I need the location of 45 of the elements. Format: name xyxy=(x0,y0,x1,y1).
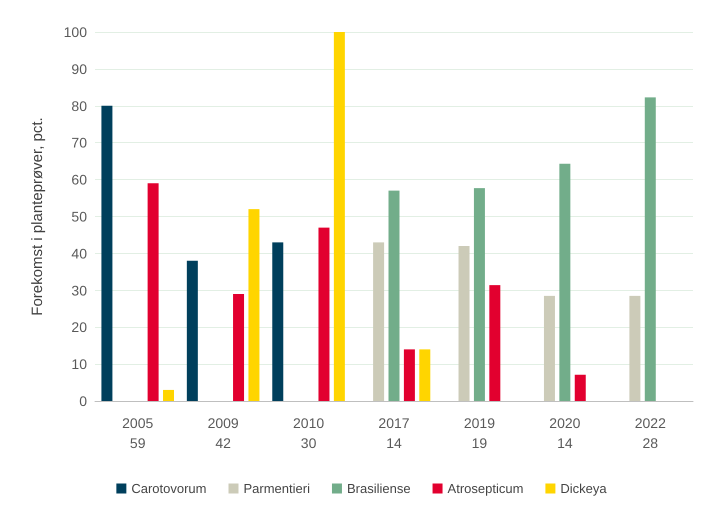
y-tick-label: 60 xyxy=(71,172,88,188)
bar xyxy=(163,390,174,401)
bar xyxy=(318,228,330,401)
legend-label: Dickeya xyxy=(560,481,608,496)
y-tick-label: 10 xyxy=(71,356,88,372)
y-axis-title: Forekomst i planteprøver, pct. xyxy=(29,117,46,316)
legend-label: Parmentieri xyxy=(243,481,310,496)
bar xyxy=(489,285,500,401)
bar xyxy=(458,246,470,401)
bar xyxy=(334,32,345,401)
bar xyxy=(373,242,384,401)
y-tick-label: 90 xyxy=(71,60,88,77)
x-tick-label: 2005 59 xyxy=(122,415,154,451)
bar xyxy=(644,97,656,401)
y-tick-label: 100 xyxy=(64,24,88,40)
bar xyxy=(419,349,430,401)
y-tick-label: 20 xyxy=(71,319,88,336)
x-tick-label: 2020 14 xyxy=(549,415,581,451)
legend-label: Carotovorum xyxy=(131,481,206,496)
x-tick-label: 2017 14 xyxy=(378,415,410,451)
y-tick-label: 80 xyxy=(71,98,88,114)
x-tick-label: 2010 30 xyxy=(292,415,324,451)
bar xyxy=(233,294,244,401)
bar xyxy=(148,183,159,401)
y-tick-label: 50 xyxy=(71,208,88,224)
bar xyxy=(186,260,198,401)
bar xyxy=(248,209,260,401)
x-tick-label: 2019 19 xyxy=(464,415,496,451)
y-tick-label: 70 xyxy=(71,134,88,151)
x-tick-label: 2009 42 xyxy=(208,415,239,451)
bar xyxy=(474,188,485,401)
y-tick-label: 40 xyxy=(71,245,88,262)
bar xyxy=(574,374,586,401)
y-tick-label: 30 xyxy=(71,282,88,298)
bar xyxy=(272,242,284,401)
bar xyxy=(559,164,570,401)
bar xyxy=(544,296,555,401)
y-tick-label: 0 xyxy=(79,393,88,409)
legend-label: Atrosepticum xyxy=(448,481,524,496)
bar xyxy=(404,349,415,401)
bar xyxy=(388,190,400,401)
bar xyxy=(101,106,112,401)
bar xyxy=(629,296,640,401)
x-tick-label: 2022 28 xyxy=(634,415,666,451)
legend-label: Brasiliense xyxy=(346,481,411,496)
